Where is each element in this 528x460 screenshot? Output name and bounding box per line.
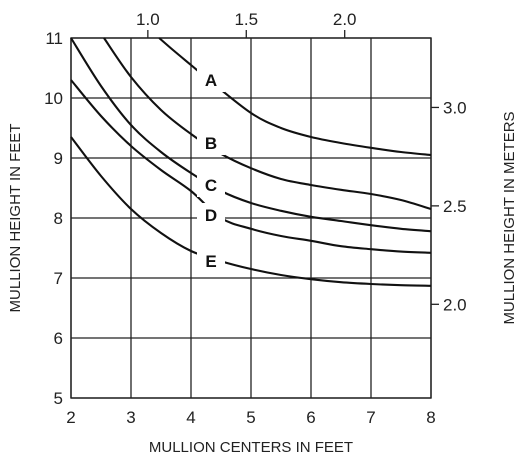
x-tick-label: 2 — [66, 408, 75, 427]
curve-b — [103, 37, 432, 211]
curve-label-backdrop — [197, 68, 225, 92]
x-tick-label: 5 — [246, 408, 255, 427]
curve-d — [70, 79, 432, 254]
y-tick-label: 10 — [44, 89, 63, 108]
curve-label-e: E — [205, 252, 216, 271]
curve-label-a: A — [205, 71, 217, 90]
y-right-tick-label: 3.0 — [443, 98, 467, 117]
x-top-tick-label: 1.0 — [136, 10, 160, 29]
y-right-tick-label: 2.5 — [443, 197, 467, 216]
grid-lines — [70, 37, 432, 399]
curve-labels: A B CD E — [197, 68, 225, 274]
y-right-tick-label: 2.0 — [443, 295, 467, 314]
tick-labels: 2 3 4 5 6 7 8 5 6 7 8 9 10 11 1.0 1.5 2.0 2.0 2.5 3.0 — [44, 10, 467, 427]
x-tick-label: 7 — [366, 408, 375, 427]
y-tick-label: 7 — [54, 269, 63, 288]
curve-label-backdrop — [197, 203, 225, 227]
curve-c — [70, 37, 432, 233]
x-axis-label: MULLION CENTERS IN FEET — [149, 439, 353, 456]
x-top-tick-label: 1.5 — [234, 10, 258, 29]
curve-label-c: C — [205, 176, 217, 195]
x-tick-label: 8 — [426, 408, 435, 427]
curve-label-backdrop — [197, 249, 225, 274]
plot-frame — [70, 37, 432, 399]
y-tick-label: 6 — [54, 329, 63, 348]
curve-label-backdrop — [197, 173, 225, 197]
curve-e — [70, 136, 432, 287]
curve-label-backdrop — [197, 131, 225, 155]
x-top-tick-label: 2.0 — [333, 10, 357, 29]
x-tick-label: 3 — [126, 408, 135, 427]
x-tick-label: 6 — [306, 408, 315, 427]
curve-label-d: D — [205, 206, 217, 225]
x-tick-label: 4 — [186, 408, 195, 427]
y-tick-label: 11 — [45, 29, 63, 48]
y-axis-right-label: MULLION HEIGHT IN METERS — [501, 111, 518, 324]
curve-a — [158, 37, 432, 157]
curve-label-b: B — [205, 134, 217, 153]
y-tick-label: 9 — [54, 149, 63, 168]
y-tick-label: 5 — [54, 389, 63, 408]
curves — [70, 37, 432, 287]
y-axis-label: MULLION HEIGHT IN FEET — [7, 124, 24, 313]
y-tick-label: 8 — [54, 209, 63, 228]
